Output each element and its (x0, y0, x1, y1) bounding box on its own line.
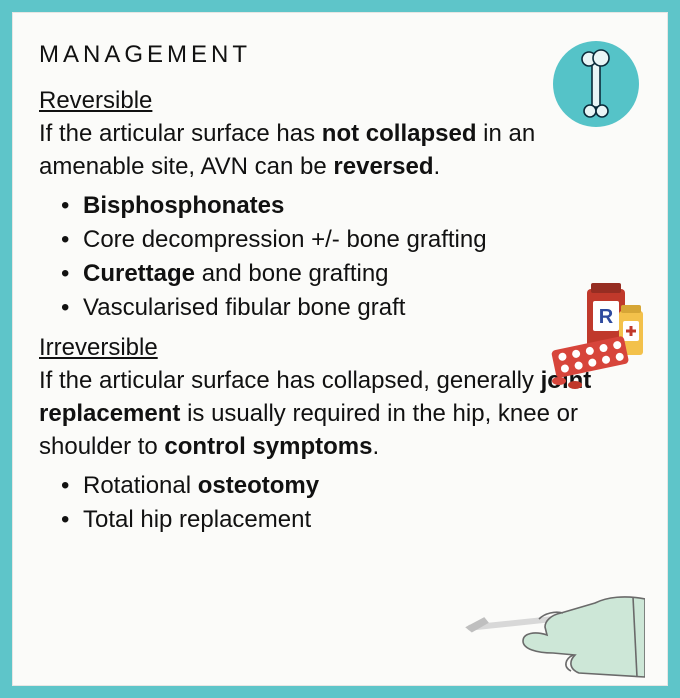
gloved-hand-scalpel-icon (465, 569, 645, 679)
bullets-irreversible: Rotational osteotomyTotal hip replacemen… (39, 469, 641, 537)
meds-icon: R (541, 281, 651, 391)
list-item: Bisphosphonates (83, 189, 641, 223)
list-item: Core decompression +/- bone grafting (83, 223, 641, 257)
svg-text:R: R (599, 306, 614, 328)
page-title: MANAGEMENT (39, 41, 641, 69)
intro-reversible: If the articular surface has not collaps… (39, 117, 641, 183)
list-item: Rotational osteotomy (83, 469, 641, 503)
list-item: Total hip replacement (83, 503, 641, 537)
bone-icon (553, 41, 639, 127)
content-card: MANAGEMENT Reversible If the articular s… (12, 12, 668, 686)
section-label-reversible: Reversible (39, 87, 641, 115)
